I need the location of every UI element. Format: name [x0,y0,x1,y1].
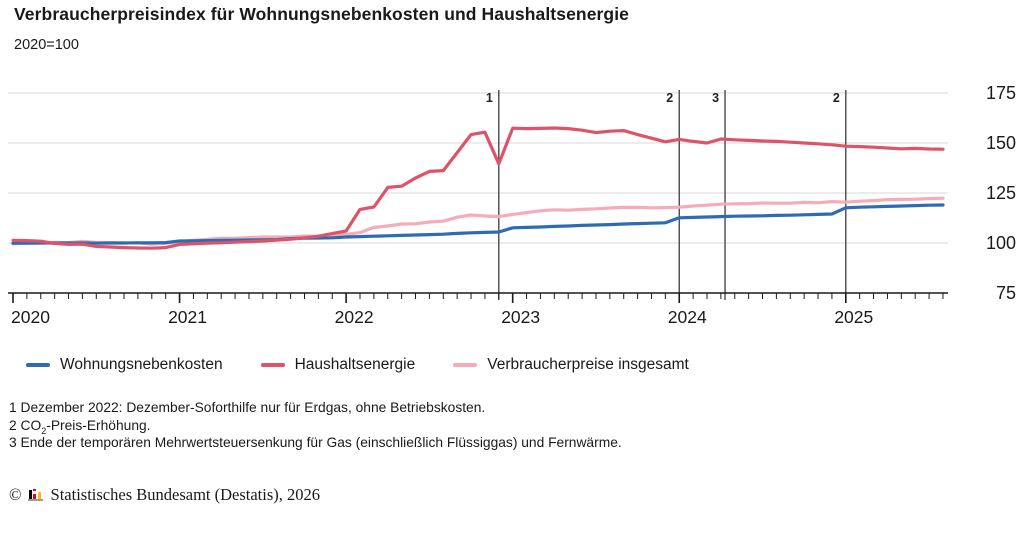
copyright: © Statistisches Bundesamt (Destatis), 20… [9,485,320,505]
legend-label-wohnungsnebenkosten: Wohnungsnebenkosten [60,356,223,373]
cpi-line-chart: 75 100 125 150 175 2020 2021 2022 2023 2024 2025 1 2… [8,83,1016,327]
destatis-logo-icon [27,488,45,502]
x-axis-label-2022: 2022 [335,307,374,327]
legend-label-verbraucherpreise: Verbraucherpreise insgesamt [487,356,689,373]
copyright-symbol: © [9,485,22,504]
page-title: Verbraucherpreisindex für Wohnungsnebenk… [14,4,630,24]
series-line-verbraucherpreise-insgesamt [11,196,945,246]
legend-label-haushaltsenergie: Haushaltsenergie [294,356,416,373]
legend-item-haushaltsenergie[interactable]: Haushaltsenergie [260,356,416,374]
y-axis-label-175: 175 [986,83,1016,103]
y-axis-label-75: 75 [996,283,1016,303]
chart-legend: Wohnungsnebenkosten Haushaltsenergie Ver… [26,356,689,374]
annotation-label-3: 3 [712,91,719,105]
x-axis-label-2021: 2021 [168,307,207,327]
x-axis-label-2020: 2020 [11,307,50,327]
y-axis-label-125: 125 [986,183,1016,203]
footnote-2: 2 CO2-Preis-Erhöhung. [9,417,151,436]
legend-swatch-pink-icon [453,363,478,367]
footnote-1: 1 Dezember 2022: Dezember-Soforthilfe nu… [9,400,486,415]
legend-swatch-blue-icon [26,363,50,367]
chart-subtitle: 2020=100 [14,37,79,53]
series-line-wohnungsnebenkosten [11,203,945,245]
legend-item-wohnungsnebenkosten[interactable]: Wohnungsnebenkosten [26,356,223,374]
annotation-label-1: 1 [486,91,493,105]
x-axis-label-2024: 2024 [668,307,707,327]
footnotes: 1 Dezember 2022: Dezember-Soforthilfe nu… [9,399,622,452]
x-axis-label-2023: 2023 [501,307,540,327]
series-line-haushaltsenergie [11,126,945,250]
y-axis-label-150: 150 [986,133,1016,153]
copyright-text: Statistisches Bundesamt (Destatis), 2026 [50,485,321,504]
footnote-3: 3 Ende der temporären Mehrwertsteuersenk… [9,435,622,451]
x-axis-label-2025: 2025 [834,307,873,327]
annotation-label-2: 2 [666,91,673,105]
legend-item-verbraucherpreise[interactable]: Verbraucherpreise insgesamt [453,356,689,374]
annotation-label-2: 2 [833,91,840,105]
legend-swatch-red-icon [260,363,285,367]
y-axis-label-100: 100 [986,233,1016,253]
